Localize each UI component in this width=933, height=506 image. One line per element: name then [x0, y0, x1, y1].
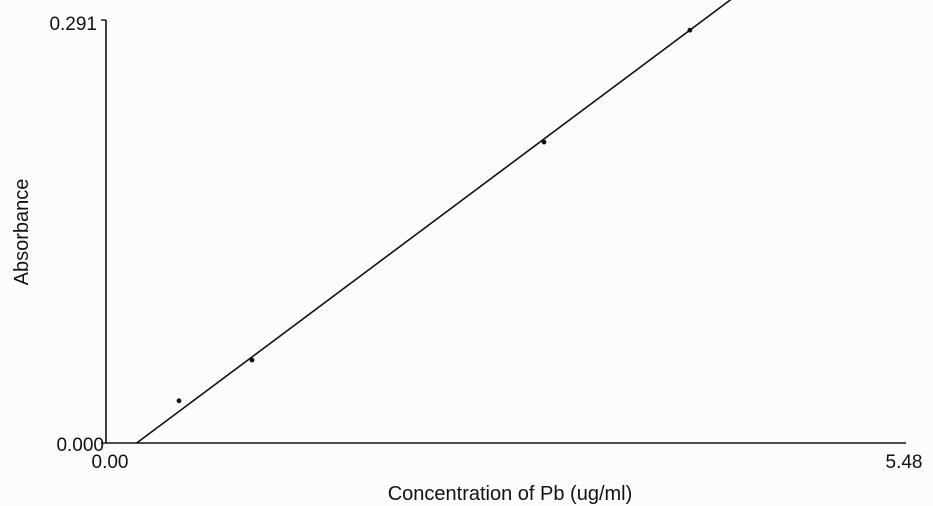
y-tick-label-max: 0.291: [49, 14, 97, 35]
x-tick-label-min: 0.00: [92, 452, 129, 473]
plot-marks: [136, 0, 732, 444]
data-point-2: [249, 357, 255, 363]
data-point-1: [176, 398, 182, 404]
fit-line: [136, 0, 732, 444]
y-axis-title: Absorbance: [11, 179, 33, 286]
data-point-4: [687, 27, 693, 33]
x-tick-label-max: 5.48: [886, 452, 923, 473]
axes: [101, 19, 906, 444]
y-tick-label-min: 0.000: [56, 435, 104, 456]
x-axis-title: Concentration of Pb (ug/ml): [388, 483, 633, 505]
data-point-3: [541, 139, 547, 145]
